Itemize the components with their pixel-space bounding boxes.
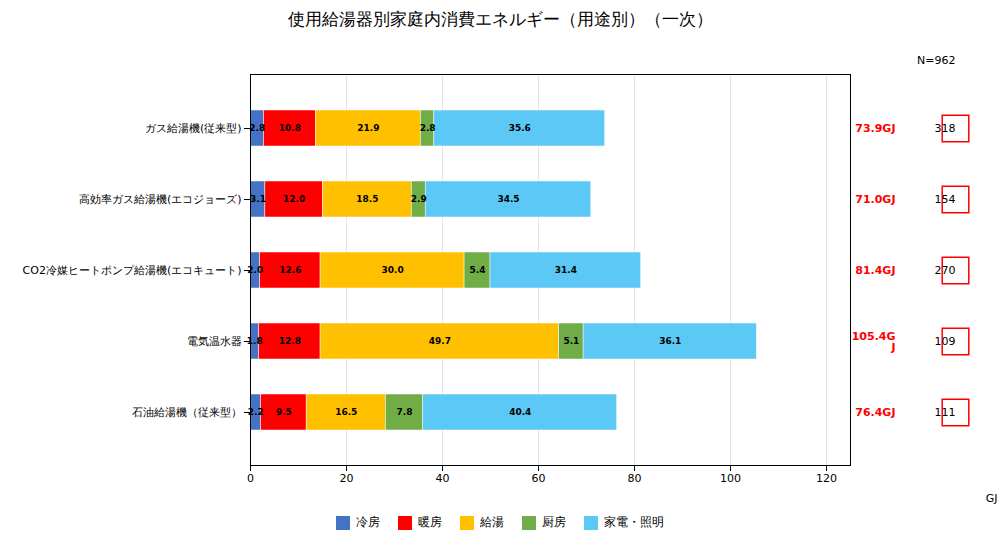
svg-text:49.7: 49.7 [429,336,451,346]
svg-text:16.5: 16.5 [335,407,357,417]
svg-text:31.4: 31.4 [555,265,577,275]
svg-text:12.0: 12.0 [283,194,305,204]
svg-text:111: 111 [935,406,956,419]
svg-text:10.8: 10.8 [279,123,301,133]
svg-text:20: 20 [340,472,354,485]
svg-text:2.0: 2.0 [247,265,263,275]
svg-text:109: 109 [935,335,956,348]
svg-text:ガス給湯機(従来型): ガス給湯機(従来型) [145,122,242,135]
svg-text:高効率ガス給湯機(エコジョーズ): 高効率ガス給湯機(エコジョーズ) [79,193,242,206]
svg-text:40: 40 [436,472,450,485]
svg-text:5.4: 5.4 [470,265,486,275]
svg-text:30.0: 30.0 [381,265,403,275]
svg-text:105.4GJ: 105.4GJ [852,330,896,354]
svg-text:GJ: GJ [986,492,998,505]
svg-text:120: 120 [816,472,837,485]
html-text:冷房: 冷房 [356,515,380,529]
html-text:給湯: 給湯 [480,515,504,529]
html-text:家電・照明: 家電・照明 [604,515,664,529]
svg-text:60: 60 [532,472,546,485]
svg-text:34.5: 34.5 [497,194,519,204]
svg-text:36.1: 36.1 [659,336,681,346]
svg-text:35.6: 35.6 [509,123,531,133]
svg-text:40.4: 40.4 [509,407,531,417]
svg-text:76.4GJ: 76.4GJ [855,406,895,419]
svg-text:81.4GJ: 81.4GJ [855,264,895,277]
svg-text:154: 154 [935,193,956,206]
svg-text:5.1: 5.1 [563,336,579,346]
svg-text:80: 80 [628,472,642,485]
html-text:使用給湯器別家庭内消費エネルギー（用途別）（一次）: 使用給湯器別家庭内消費エネルギー（用途別）（一次） [287,9,713,29]
svg-text:1.8: 1.8 [247,336,263,346]
svg-text:12.6: 12.6 [279,265,301,275]
svg-text:318: 318 [935,122,956,135]
svg-text:石油給湯機（従来型）: 石油給湯機（従来型） [132,406,242,419]
svg-text:2.8: 2.8 [249,123,265,133]
svg-text:73.9GJ: 73.9GJ [855,122,895,135]
svg-text:21.9: 21.9 [357,123,379,133]
svg-text:7.8: 7.8 [397,407,413,417]
svg-text:2.2: 2.2 [247,407,264,418]
svg-text:9.5: 9.5 [276,407,292,417]
svg-text:18.5: 18.5 [356,194,378,204]
svg-text:電気温水器: 電気温水器 [187,335,242,348]
svg-text:12.8: 12.8 [279,336,301,346]
html-text:厨房: 厨房 [542,515,566,529]
svg-text:270: 270 [935,264,956,277]
svg-text:3.1: 3.1 [250,194,266,204]
svg-text:2.9: 2.9 [411,194,427,204]
svg-text:CO2冷媒ヒートポンプ給湯機(エコキュート): CO2冷媒ヒートポンプ給湯機(エコキュート) [23,264,242,277]
html-text:暖房: 暖房 [418,515,442,529]
svg-text:N=962: N=962 [917,54,955,67]
svg-text:100: 100 [720,472,741,485]
svg-text:0: 0 [247,472,254,485]
svg-text:2.8: 2.8 [420,123,436,133]
svg-text:71.0GJ: 71.0GJ [855,193,895,206]
